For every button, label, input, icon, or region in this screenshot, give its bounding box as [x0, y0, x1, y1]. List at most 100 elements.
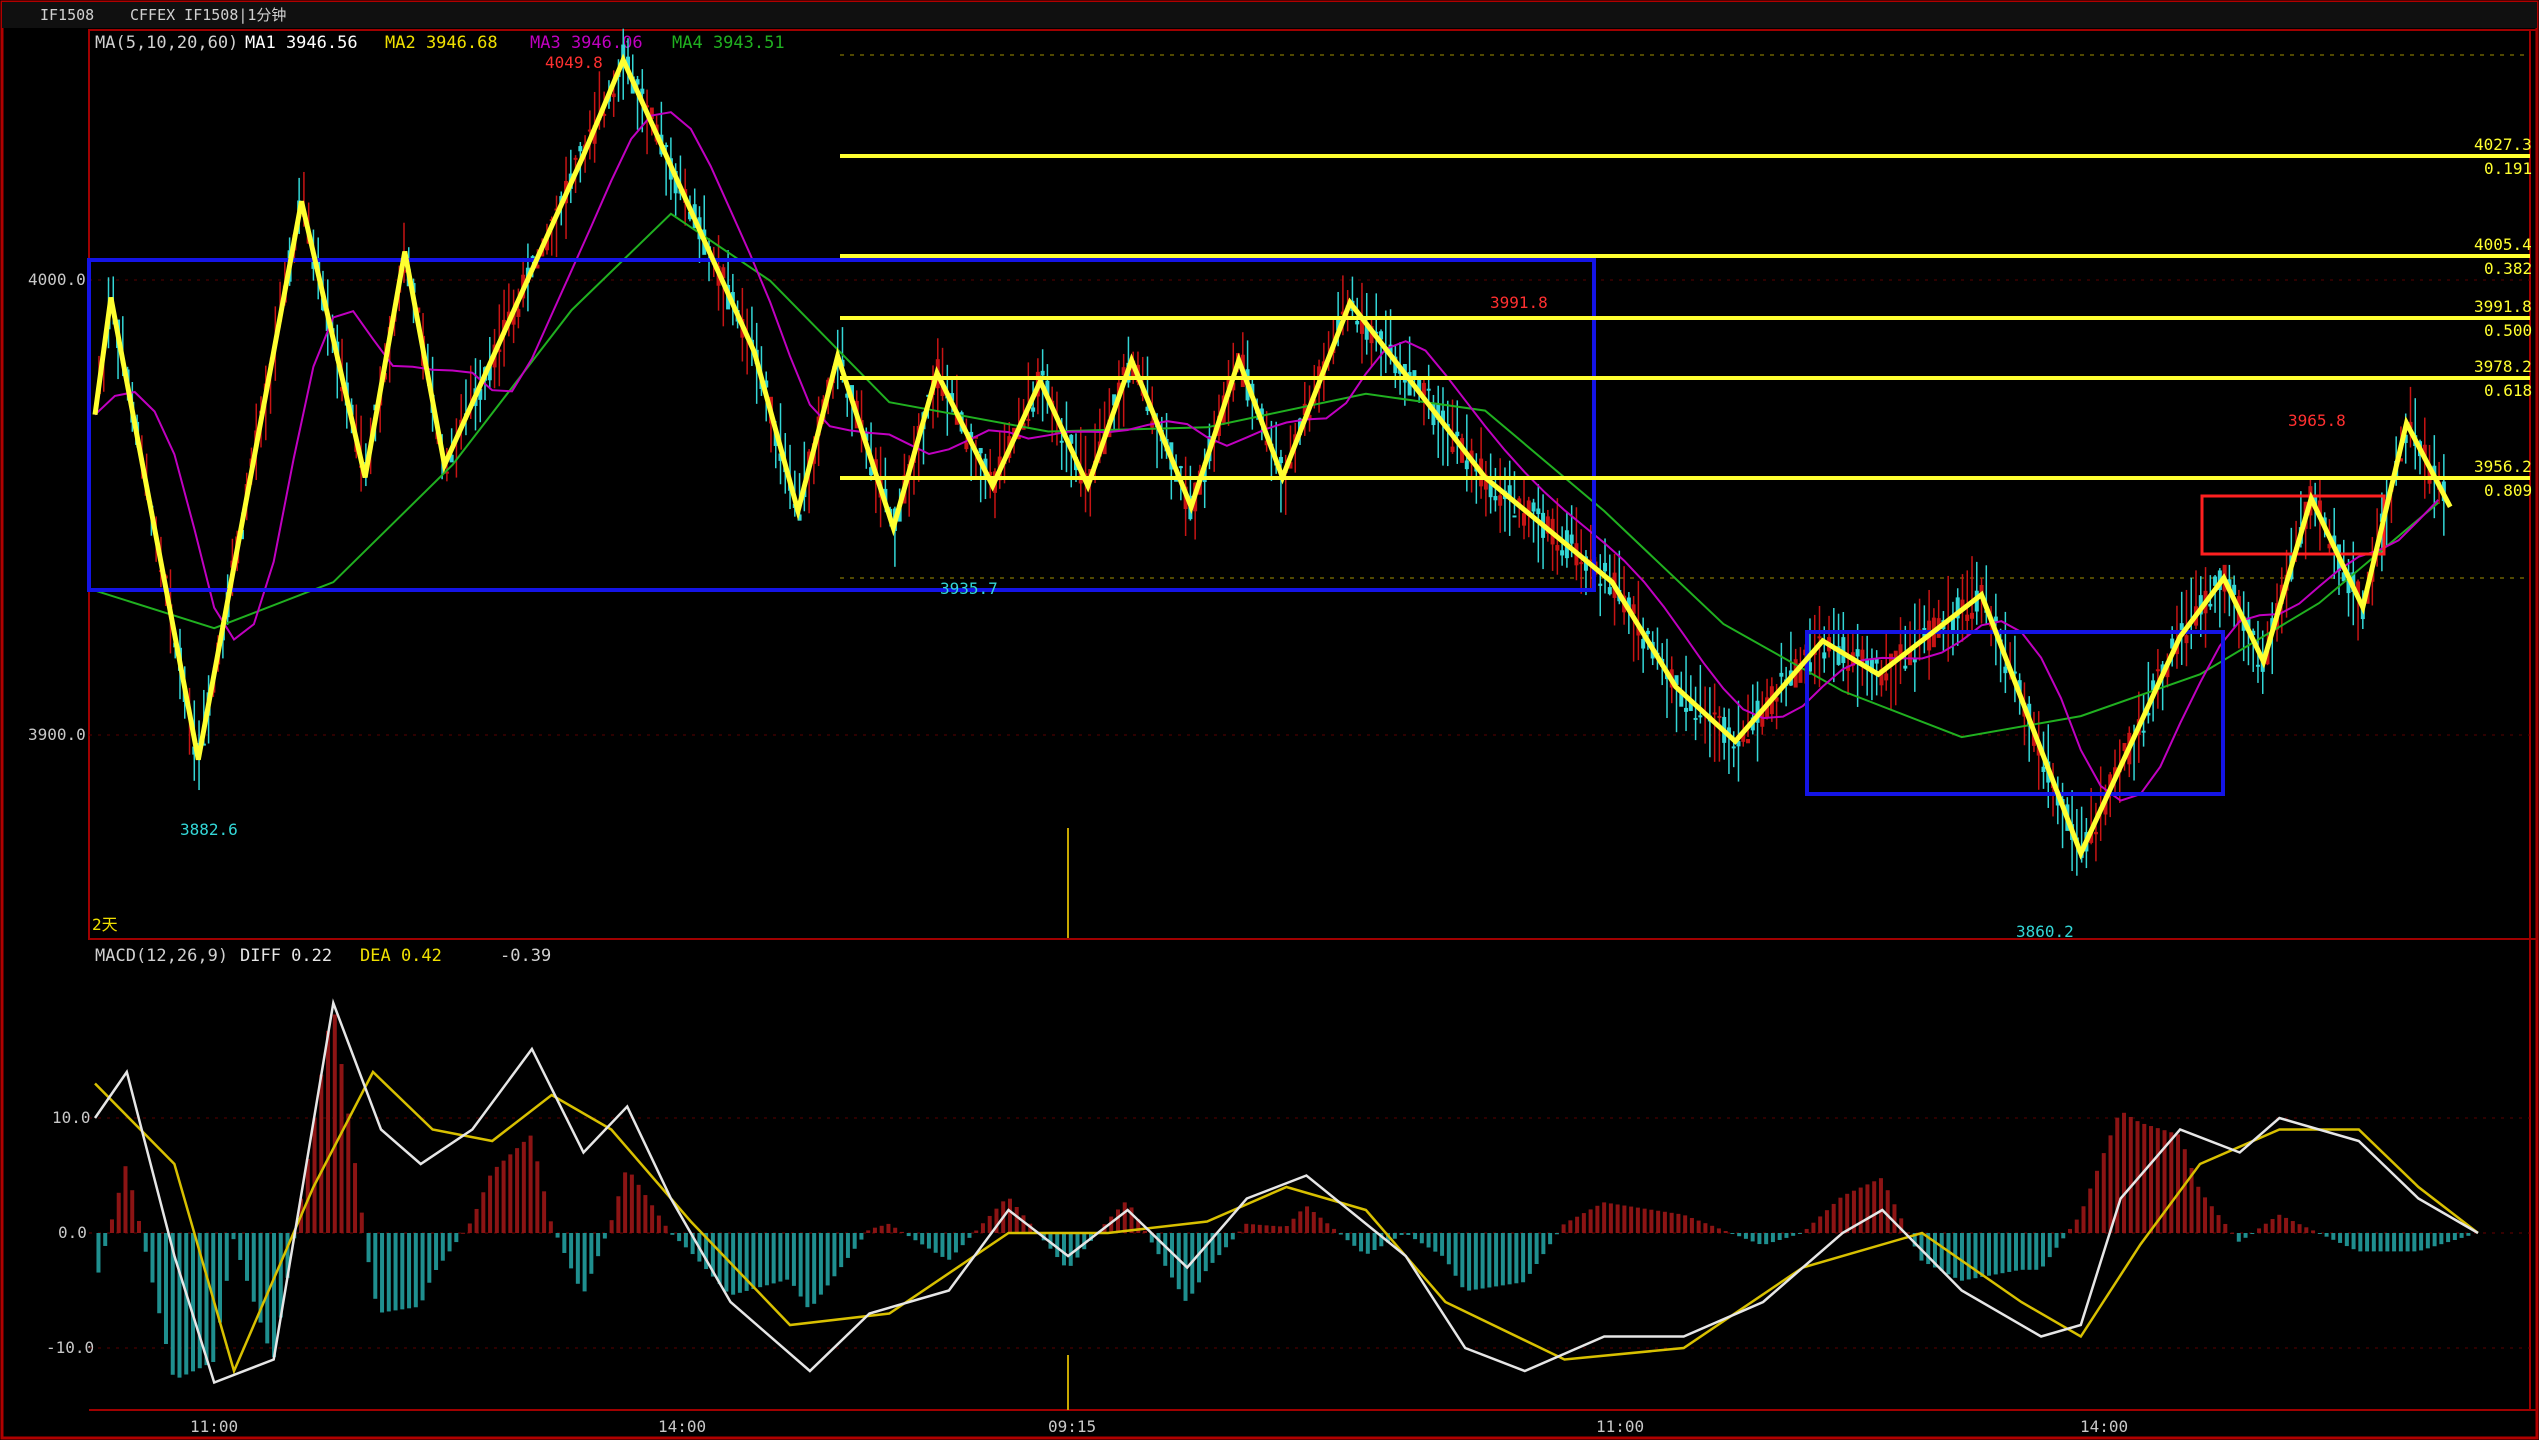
zigzag-line — [92, 53, 2453, 860]
macd-bar-94 — [731, 1233, 736, 1295]
macd-tick-10: 10.0 — [52, 1108, 91, 1127]
macd-bar-3 — [116, 1192, 121, 1233]
macd-bar-234 — [1676, 1213, 1681, 1233]
macd-bar-45 — [400, 1233, 405, 1310]
macd-bar-103 — [791, 1233, 796, 1286]
candle-body-451 — [2246, 617, 2251, 629]
fib-price-0809: 3956.2 — [2474, 457, 2532, 476]
macd-bar-133 — [994, 1208, 999, 1233]
macd-bar-173 — [1264, 1225, 1269, 1233]
candle-body-87 — [511, 312, 516, 325]
macd-histogram — [96, 1014, 2471, 1378]
macd-bar-57 — [481, 1192, 486, 1233]
candle-body-271 — [1388, 344, 1393, 354]
time-tick-5: 14:00 — [2080, 1417, 2128, 1436]
macd-bar-184 — [1338, 1233, 1343, 1235]
macd-bar-41 — [373, 1233, 378, 1299]
macd-bar-227 — [1629, 1206, 1634, 1233]
candle-body-185 — [978, 447, 983, 454]
candle-body-452 — [2251, 630, 2256, 636]
macd-bar-257 — [1831, 1203, 1836, 1233]
macd-bar-336 — [2365, 1233, 2370, 1252]
macd-bar-80 — [636, 1184, 641, 1233]
candle-body-306 — [1555, 545, 1560, 551]
macd-bar-5 — [130, 1190, 135, 1233]
macd-bar-186 — [1352, 1233, 1357, 1246]
candle-body-180 — [954, 414, 959, 425]
macd-bar-215 — [1548, 1233, 1553, 1245]
time-tick-1: 11:00 — [190, 1417, 238, 1436]
macd-bar-345 — [2425, 1233, 2430, 1249]
macd-bar-206 — [1487, 1233, 1492, 1288]
macd-bar-306 — [2162, 1130, 2167, 1233]
macd-bar-172 — [1257, 1224, 1262, 1233]
macd-bar-123 — [926, 1233, 931, 1249]
candle-body-113 — [635, 79, 640, 85]
candle-body-380 — [1908, 649, 1913, 666]
macd-bar-213 — [1534, 1233, 1539, 1265]
candle-body-311 — [1579, 562, 1584, 565]
macd-bar-165 — [1210, 1233, 1215, 1263]
candle-body-82 — [487, 362, 492, 381]
candle-body-484 — [2403, 434, 2408, 443]
macd-bar-294 — [2081, 1206, 2086, 1233]
macd-bar-146 — [1082, 1233, 1087, 1250]
ma-legend-title: MA(5,10,20,60) — [95, 33, 238, 53]
candle-body-111 — [625, 56, 630, 70]
candle-body-322 — [1631, 604, 1636, 614]
candle-body-264 — [1355, 320, 1360, 325]
candle-body-143 — [778, 453, 783, 461]
macd-bar-187 — [1359, 1233, 1364, 1252]
macd-bar-200 — [1446, 1233, 1451, 1265]
macd-bar-279 — [1980, 1233, 1985, 1277]
macd-bar-129 — [967, 1233, 972, 1238]
candle-body-73 — [444, 471, 449, 474]
candle-body-378 — [1898, 644, 1903, 657]
macd-bar-102 — [785, 1233, 790, 1280]
macd-bar-81 — [643, 1195, 648, 1233]
time-tick-4: 11:00 — [1596, 1417, 1644, 1436]
candle-body-448 — [2232, 584, 2237, 595]
macd-bar-343 — [2412, 1233, 2417, 1252]
macd-bar-310 — [2189, 1167, 2194, 1233]
macd-bar-254 — [1811, 1222, 1816, 1233]
macd-bar-14 — [190, 1233, 195, 1372]
candle-body-302 — [1536, 508, 1541, 515]
macd-bar-232 — [1662, 1211, 1667, 1233]
macd-bar-258 — [1838, 1197, 1843, 1233]
macd-bar-332 — [2338, 1233, 2343, 1243]
macd-bar-26 — [272, 1233, 277, 1358]
macd-bar-322 — [2270, 1219, 2275, 1233]
candle-body-213 — [1112, 394, 1117, 406]
macd-bar-42 — [380, 1233, 385, 1313]
macd-bar-201 — [1453, 1233, 1458, 1276]
macd-bar-128 — [960, 1233, 965, 1246]
macd-bar-69 — [562, 1233, 567, 1253]
macd-bar-127 — [953, 1233, 958, 1253]
macd-bar-144 — [1068, 1233, 1073, 1266]
candle-body-455 — [2265, 650, 2270, 665]
macd-bar-320 — [2257, 1228, 2262, 1233]
candle-body-88 — [516, 309, 521, 317]
fib-price-0618: 3978.2 — [2474, 357, 2532, 376]
macd-bar-329 — [2317, 1233, 2322, 1234]
candle-body-324 — [1641, 639, 1646, 649]
macd-bar-75 — [602, 1233, 607, 1239]
ma4-legend: MA4 3943.51 — [672, 33, 785, 53]
candle-body-321 — [1626, 597, 1631, 610]
candle-body-430 — [2146, 712, 2151, 716]
price-tick-3900: 3900.0 — [28, 725, 86, 744]
macd-bar-46 — [407, 1233, 412, 1309]
candle-body-406 — [2031, 730, 2036, 746]
candle-body-248 — [1278, 456, 1283, 464]
candle-body-277 — [1417, 376, 1422, 393]
candle-body-316 — [1603, 562, 1608, 572]
macd-bar-241 — [1723, 1231, 1728, 1233]
macd-bar-270 — [1919, 1233, 1924, 1261]
macd-bar-130 — [974, 1230, 979, 1233]
macd-bar-117 — [886, 1223, 891, 1233]
macd-bar-92 — [717, 1233, 722, 1285]
candle-body-193 — [1016, 435, 1021, 440]
macd-bar-61 — [508, 1154, 513, 1233]
macd-bar-313 — [2209, 1206, 2214, 1233]
